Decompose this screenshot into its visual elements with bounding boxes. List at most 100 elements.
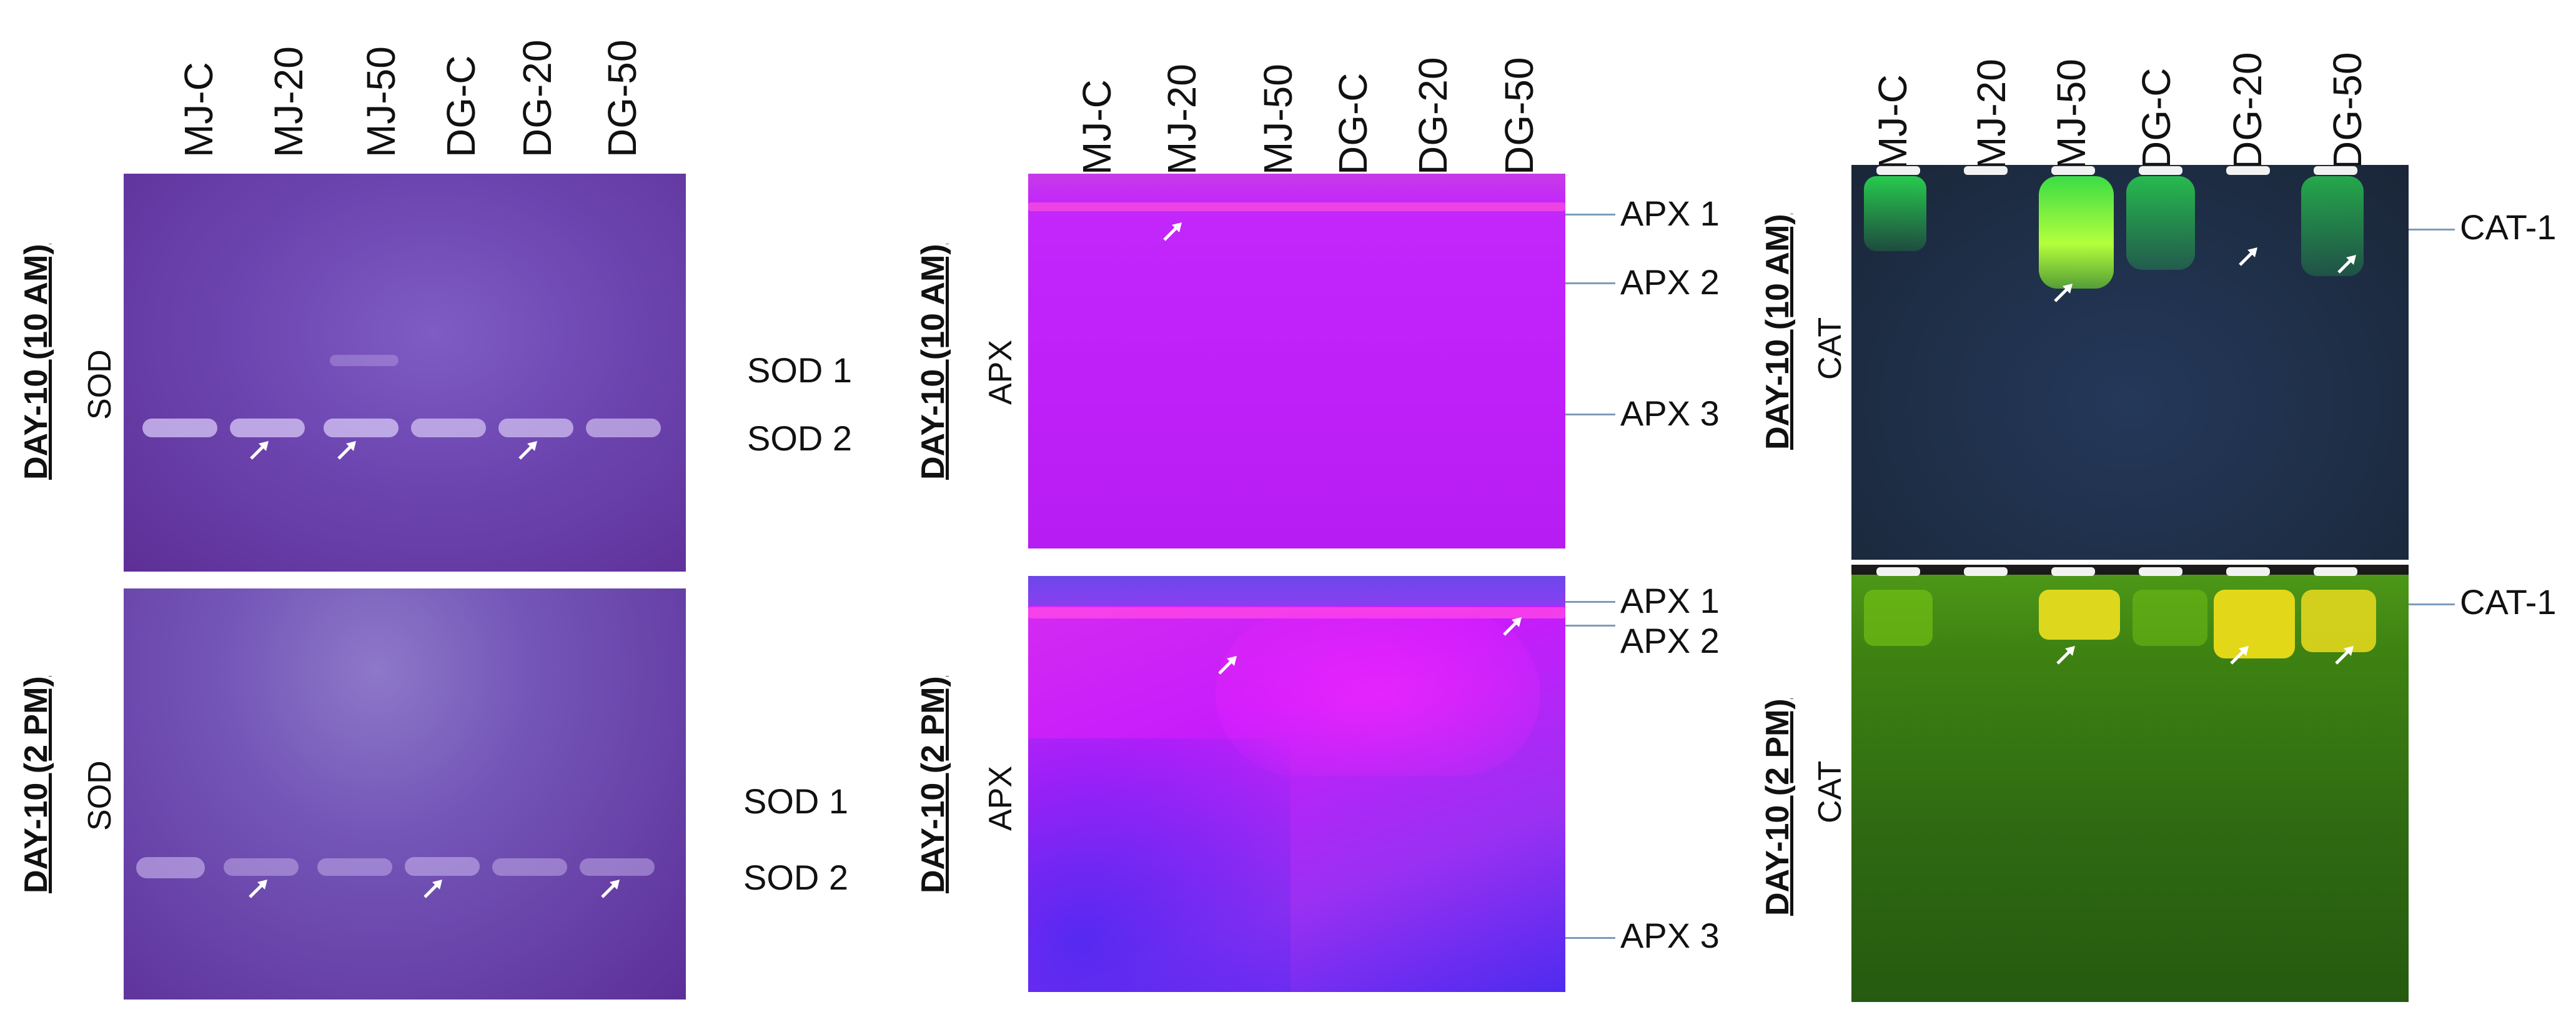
cat-gel-am	[1851, 165, 2409, 560]
sod-band-pm-lane4	[405, 857, 480, 876]
cat-well-pm-2	[1964, 567, 2008, 576]
cat-band-pm-lane6	[2301, 590, 2376, 652]
cat-band-pm-lane5	[2214, 590, 2295, 658]
sod-band-pm-lane1	[136, 857, 205, 878]
cat-well-pm-4	[2139, 567, 2182, 576]
sod-lane-label-dg-20: DG-20	[515, 39, 560, 158]
apx-band-label-am-2: APX 2	[1620, 262, 1720, 302]
cat-lane-label-mj-50: MJ-50	[2049, 59, 2094, 170]
cat-lane-label-mj-20: MJ-20	[1969, 59, 2014, 170]
sod-band-am-lane3	[324, 419, 399, 437]
sod-band-am-lane5	[498, 419, 573, 437]
apx-lane-label-mj-20: MJ-20	[1159, 64, 1204, 175]
sod-band-pm-lane2	[224, 858, 299, 876]
apx-leader-pm-3	[1565, 937, 1615, 939]
apx-row-label-am: DAY-10 (10 AM)	[915, 244, 951, 480]
white-arrow-icon	[337, 441, 356, 460]
apx-lane-label-mj-c: MJ-C	[1074, 79, 1119, 175]
cat-lane-label-dg-50: DG-50	[2325, 52, 2370, 171]
sod-band-label-am-1: SOD 1	[747, 350, 853, 390]
cat-band-pm-lane4	[2133, 590, 2207, 646]
cat-leader-pm	[2409, 603, 2455, 605]
cat-well-am-3	[2051, 166, 2095, 175]
apx-band-label-pm-2: APX 2	[1620, 621, 1720, 660]
cat-band-label-pm: CAT-1	[2460, 582, 2557, 622]
apx-leader-pm-2	[1565, 625, 1615, 627]
cat-lane-label-mj-c: MJ-C	[1870, 74, 1915, 170]
white-arrow-icon	[518, 441, 537, 460]
sod-lane-label-mj-c: MJ-C	[176, 62, 221, 157]
white-arrow-icon	[2230, 646, 2249, 665]
sod-band-am-lane4	[411, 419, 486, 437]
sod-band-label-am-2: SOD 2	[747, 419, 853, 458]
sod-gel-pm	[124, 588, 686, 1000]
sod-band-am-lane6	[586, 419, 661, 437]
sod-band-am-lane2	[230, 419, 305, 437]
sod-enzyme-label-pm: SOD	[82, 760, 118, 831]
white-arrow-icon	[1503, 617, 1522, 636]
sod-lane-label-dg-50: DG-50	[600, 39, 645, 158]
apx-leader-pm-1	[1565, 601, 1615, 603]
cat-well-pm-6	[2314, 567, 2357, 576]
cat-leader-am	[2409, 229, 2455, 231]
white-arrow-icon	[249, 880, 267, 898]
sod-band-label-pm-2: SOD 2	[743, 858, 849, 897]
cat-band-am-lane4	[2126, 176, 2195, 270]
cat-well-am-4	[2139, 166, 2182, 175]
cat-band-am-lane3	[2039, 176, 2114, 289]
apx-gel-pm-smear	[1028, 738, 1290, 992]
cat-well-am-6	[2314, 166, 2357, 175]
cat-row-label-am: DAY-10 (10 AM)	[1760, 214, 1796, 450]
sod-lane-label-mj-50: MJ-50	[359, 46, 404, 157]
cat-band-label-am: CAT-1	[2460, 207, 2557, 247]
apx-band-label-pm-3: APX 3	[1620, 916, 1720, 955]
white-arrow-icon	[2056, 646, 2075, 665]
cat-well-am-5	[2226, 166, 2270, 175]
sod-band-am-lane1	[142, 419, 217, 437]
apx-lane-label-mj-50: MJ-50	[1256, 64, 1300, 175]
apx-band-label-pm-1: APX 1	[1620, 581, 1720, 620]
apx-gel-pm-top-strip	[1028, 576, 1565, 606]
cat-band-am-lane1	[1864, 176, 1926, 251]
cat-well-pm-5	[2226, 567, 2270, 576]
cat-well-pm-1	[1876, 567, 1920, 576]
sod-gel-am	[124, 174, 686, 572]
apx-gel-am	[1028, 174, 1565, 548]
white-arrow-icon	[2335, 646, 2354, 665]
white-arrow-icon	[1218, 656, 1237, 675]
sod-band-label-pm-1: SOD 1	[743, 781, 849, 821]
cat-well-am-1	[1876, 166, 1920, 175]
apx-row-label-pm: DAY-10 (2 PM)	[915, 676, 951, 893]
cat-well-am-2	[1964, 166, 2008, 175]
cat-well-pm-3	[2051, 567, 2095, 576]
sod-row-label-pm: DAY-10 (2 PM)	[18, 676, 54, 893]
sod-lane-label-mj-20: MJ-20	[266, 46, 311, 157]
sod-lane-label-dg-c: DG-C	[438, 55, 483, 157]
white-arrow-icon	[2337, 255, 2356, 274]
apx-band-label-am-1: APX 1	[1620, 194, 1720, 233]
apx-gel-pm	[1028, 576, 1565, 992]
sod-row-label-am: DAY-10 (10 AM)	[18, 244, 54, 480]
apx-enzyme-label-am: APX	[983, 339, 1019, 405]
white-arrow-icon	[424, 880, 442, 898]
cat-enzyme-label-pm: CAT	[1812, 760, 1848, 823]
white-arrow-icon	[250, 441, 269, 460]
white-arrow-icon	[2054, 284, 2073, 302]
sod-enzyme-label-am: SOD	[82, 349, 118, 420]
apx-lane-label-dg-20: DG-20	[1410, 57, 1455, 176]
sod-band-pm-lane6	[580, 858, 655, 876]
cat-band-pm-lane1	[1864, 590, 1933, 646]
apx-band-label-am-3: APX 3	[1620, 394, 1720, 433]
apx-lane-label-dg-c: DG-C	[1330, 72, 1375, 175]
sod-band-pm-lane5	[492, 858, 567, 876]
cat-enzyme-label-am: CAT	[1812, 317, 1848, 380]
apx-leader-am-1	[1565, 214, 1615, 216]
cat-band-pm-lane3	[2039, 590, 2120, 640]
sod-faint-band-am	[330, 355, 399, 366]
white-arrow-icon	[2239, 247, 2257, 266]
apx-leader-am-3	[1565, 414, 1615, 415]
cat-lane-label-dg-c: DG-C	[2134, 67, 2179, 170]
apx-lane-label-dg-50: DG-50	[1497, 57, 1542, 176]
sod-band-pm-lane3	[317, 858, 392, 876]
white-arrow-icon	[601, 880, 620, 898]
